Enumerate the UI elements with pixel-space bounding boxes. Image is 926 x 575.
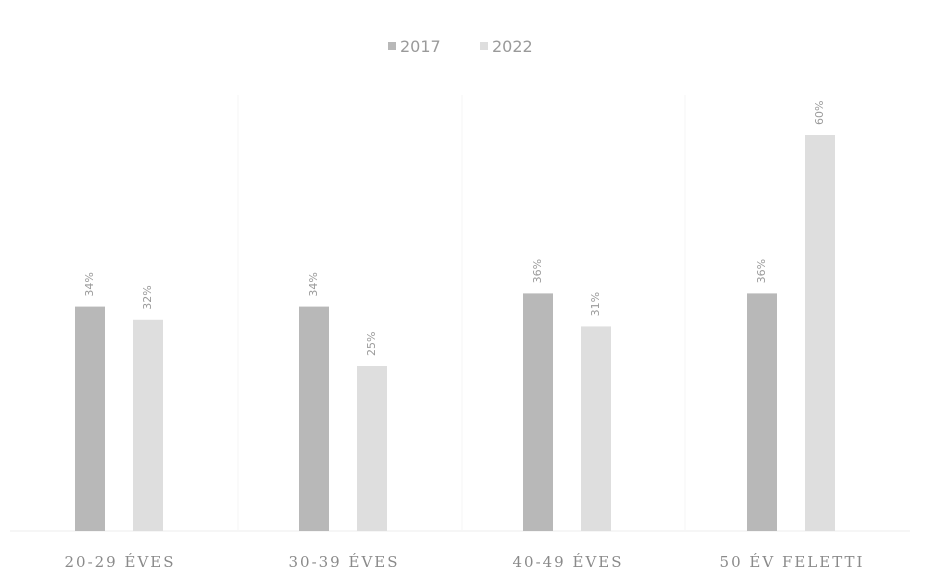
value-label-2017-2: 34% <box>307 272 320 296</box>
category-label-40-49: 40-49 ÉVES <box>512 553 623 571</box>
bar-2017-2 <box>299 306 329 531</box>
value-label-2022-2: 25% <box>365 332 378 356</box>
bar-2022-3 <box>581 326 611 531</box>
value-label-2022-4: 60% <box>813 101 826 125</box>
bar-2022-2 <box>357 366 387 531</box>
value-label-2017-3: 36% <box>531 259 544 283</box>
value-label-2022-1: 32% <box>141 285 154 309</box>
legend: 2017 2022 <box>388 37 533 56</box>
legend-swatch-2017 <box>388 42 396 50</box>
bar-2017-1 <box>75 306 105 531</box>
value-label-2017-1: 34% <box>83 272 96 296</box>
bar-2017-4 <box>747 293 777 531</box>
category-label-50-plus: 50 ÉV FELETTI <box>720 553 865 571</box>
legend-swatch-2022 <box>480 42 488 50</box>
bar-2022-4 <box>805 135 835 531</box>
category-label-30-39: 30-39 ÉVES <box>288 553 399 571</box>
legend-label-2022: 2022 <box>492 37 533 56</box>
bars-group <box>75 135 835 531</box>
category-label-20-29: 20-29 ÉVES <box>64 553 175 571</box>
bar-2017-3 <box>523 293 553 531</box>
value-label-2017-4: 36% <box>755 259 768 283</box>
value-label-2022-3: 31% <box>589 292 602 316</box>
value-labels-group: 34% 32% 34% 25% 36% 31% 36% 60% <box>83 101 826 356</box>
legend-label-2017: 2017 <box>400 37 441 56</box>
bar-2022-1 <box>133 319 163 531</box>
